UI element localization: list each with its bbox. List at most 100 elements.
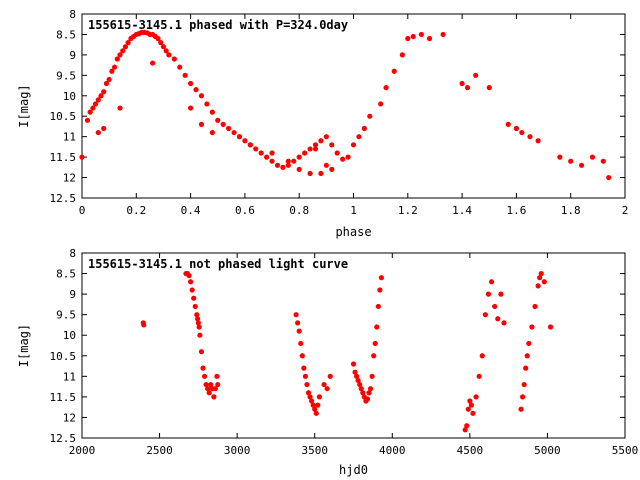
x-tick-label: 0.8 — [289, 204, 309, 217]
data-point — [488, 279, 495, 285]
data-point — [366, 390, 372, 396]
data-point — [606, 174, 612, 181]
data-point — [405, 35, 411, 42]
data-point — [464, 85, 471, 91]
data-point — [101, 125, 107, 132]
data-point — [274, 162, 281, 168]
x-tick-label: 0.6 — [235, 204, 255, 217]
data-point — [523, 365, 529, 371]
x-tick-label: 2500 — [146, 444, 173, 457]
data-point — [600, 158, 606, 164]
data-point — [391, 68, 397, 74]
data-point — [321, 381, 327, 388]
data-point — [79, 154, 85, 160]
y-tick-label: 8.5 — [56, 268, 76, 281]
data-point — [302, 150, 308, 156]
data-point — [309, 398, 315, 404]
y-axis-label: I[mag] — [17, 324, 31, 367]
y-tick-label: 9.5 — [56, 69, 76, 82]
data-point — [160, 44, 167, 50]
data-point — [188, 279, 194, 285]
data-point — [205, 386, 211, 392]
data-point — [111, 64, 118, 70]
data-point — [327, 373, 333, 379]
y-tick-label: 12.5 — [50, 192, 77, 205]
data-point — [374, 324, 380, 330]
data-point — [468, 402, 475, 408]
data-point — [345, 154, 351, 160]
data-point — [473, 394, 479, 400]
data-point — [106, 76, 112, 83]
y-tick-label: 9 — [69, 288, 76, 301]
data-point — [324, 386, 330, 392]
data-point — [334, 150, 340, 156]
data-point — [547, 324, 554, 330]
data-point — [95, 129, 101, 136]
data-point — [231, 129, 237, 136]
data-point — [155, 35, 161, 42]
chart-title: 155615-3145.1 not phased light curve — [88, 257, 348, 271]
data-point — [101, 89, 107, 95]
data-point — [122, 44, 129, 50]
y-tick-label: 10 — [63, 90, 76, 103]
data-point — [302, 373, 309, 379]
data-point — [189, 287, 195, 293]
data-point — [296, 154, 302, 160]
data-point — [375, 303, 381, 310]
data-point — [310, 402, 316, 408]
data-point — [280, 164, 286, 170]
data-point — [200, 365, 206, 371]
data-point — [177, 64, 183, 70]
y-tick-label: 11.5 — [50, 391, 77, 404]
data-point — [198, 349, 205, 355]
data-point — [378, 275, 385, 281]
data-point — [301, 365, 307, 371]
data-point — [492, 303, 498, 310]
x-tick-label: 2 — [622, 204, 629, 217]
data-point — [521, 381, 527, 388]
data-point — [418, 31, 424, 38]
data-point — [84, 117, 91, 123]
y-tick-label: 9.5 — [56, 309, 76, 322]
data-point — [377, 287, 383, 293]
data-point — [520, 394, 526, 400]
data-point — [589, 154, 596, 160]
data-point — [204, 101, 210, 107]
x-tick-label: 0 — [79, 204, 86, 217]
data-point — [485, 291, 492, 297]
data-point — [98, 93, 104, 99]
data-point — [329, 166, 335, 172]
data-point — [535, 283, 541, 289]
data-point — [214, 373, 220, 379]
y-tick-label: 10.5 — [50, 350, 77, 363]
data-point — [141, 322, 147, 328]
x-tick-label: 1.8 — [561, 204, 581, 217]
y-tick-label: 12 — [63, 172, 76, 185]
data-point — [114, 56, 120, 62]
y-tick-label: 12 — [63, 411, 76, 424]
y-tick-label: 8 — [69, 247, 76, 260]
data-point — [519, 129, 525, 136]
data-point — [479, 353, 485, 359]
data-point — [318, 170, 324, 177]
x-tick-label: 0.4 — [181, 204, 201, 217]
data-point — [163, 48, 169, 54]
data-point — [378, 101, 384, 107]
data-point — [269, 150, 275, 156]
data-point — [307, 394, 313, 400]
data-point — [329, 142, 335, 148]
data-point — [211, 394, 217, 400]
x-tick-label: 2000 — [69, 444, 96, 457]
data-point — [426, 35, 433, 42]
data-point — [354, 373, 360, 379]
data-point — [501, 320, 507, 326]
data-point — [212, 386, 219, 392]
data-point — [296, 166, 302, 172]
data-point — [291, 158, 297, 164]
data-point — [194, 312, 200, 318]
data-point — [313, 410, 319, 416]
x-axis-label: hjd0 — [339, 463, 368, 477]
data-point — [188, 80, 194, 87]
data-point — [171, 56, 177, 62]
x-tick-label: 1.4 — [452, 204, 472, 217]
